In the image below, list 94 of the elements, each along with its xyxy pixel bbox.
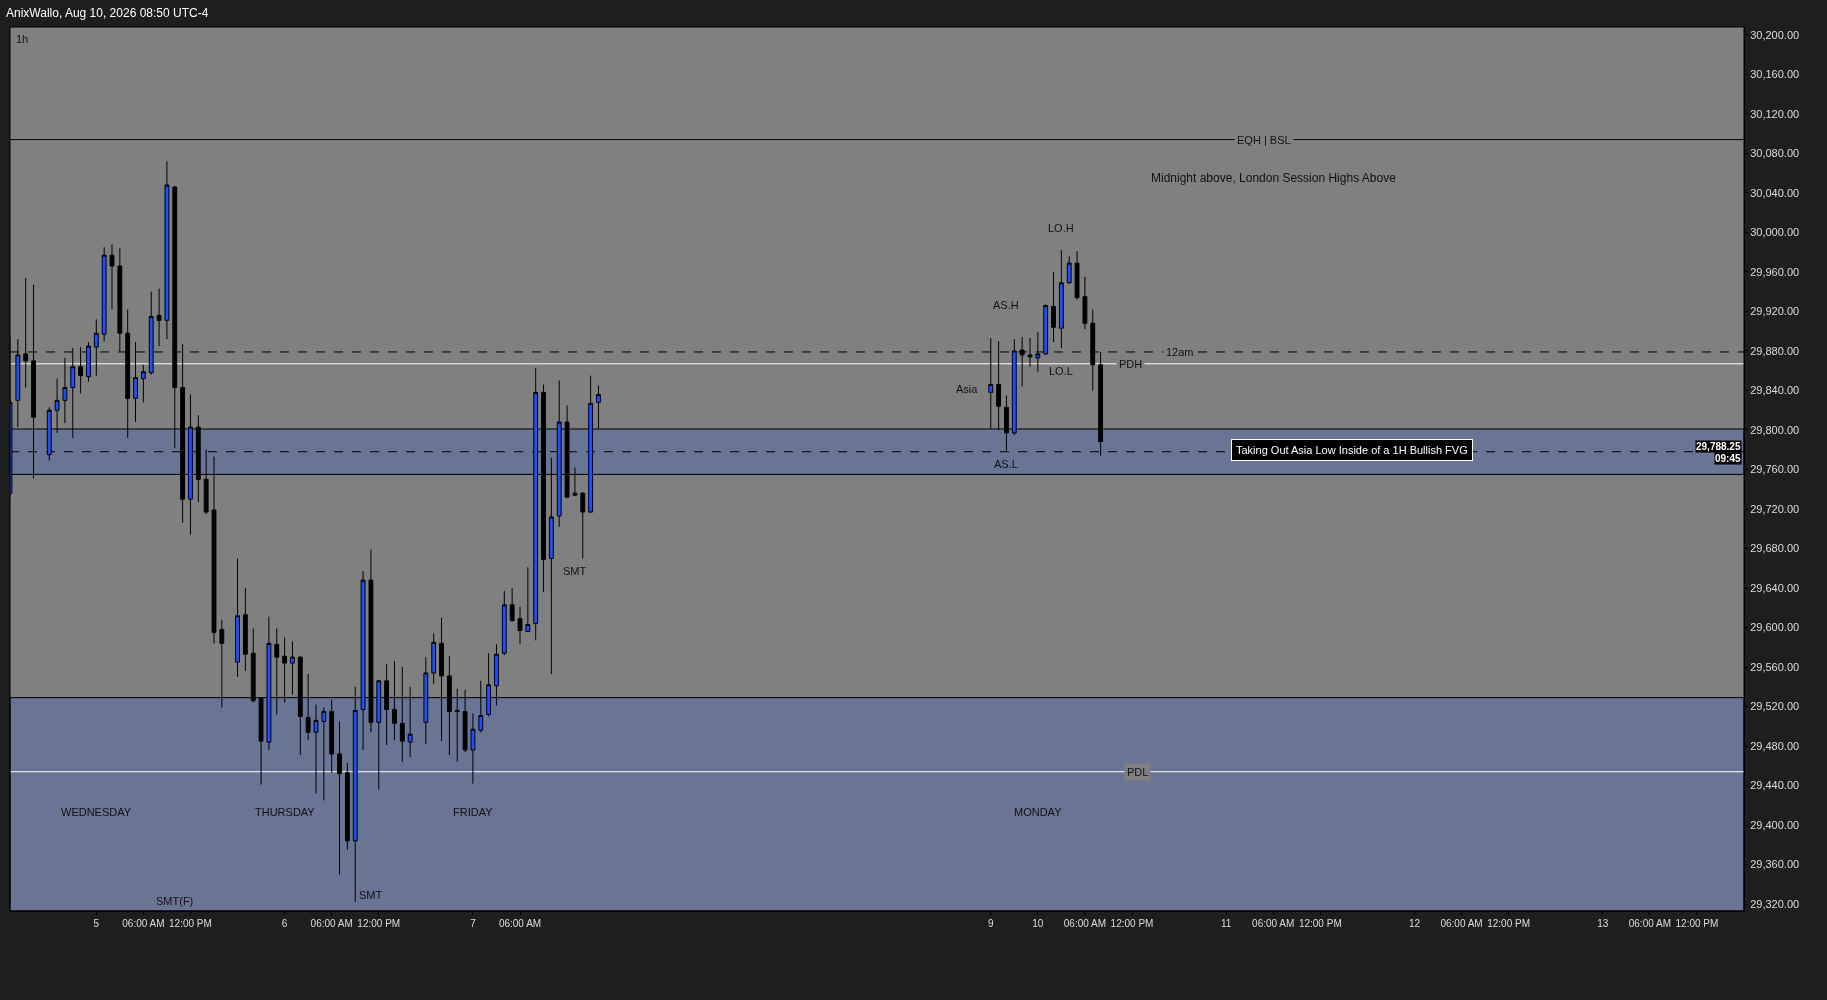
x-tick-label: 12:00 PM xyxy=(169,918,212,929)
y-tick-label: 30,120.00 xyxy=(1750,107,1800,120)
candlestick xyxy=(1082,276,1088,330)
annotation: MONDAY xyxy=(1014,806,1063,818)
x-tick-label: 12 xyxy=(1408,918,1421,929)
y-tick-label: 29,680.00 xyxy=(1750,542,1800,555)
candlestick xyxy=(62,357,68,424)
x-tick-label: 06:00 AM xyxy=(310,918,353,929)
x-tick-label: 12:00 PM xyxy=(1487,918,1531,929)
candlestick xyxy=(164,160,170,340)
y-tick-label: 30,080.00 xyxy=(1750,147,1800,160)
annotation: SMT(F) xyxy=(156,895,194,907)
x-tick-label: 12:00 PM xyxy=(357,918,401,929)
candlestick xyxy=(1066,255,1072,285)
annotation: SMT xyxy=(563,565,587,577)
candlestick xyxy=(337,720,342,875)
annotation: FRIDAY xyxy=(453,806,494,818)
x-tick-label: 7 xyxy=(470,918,477,929)
y-tick-label: 29,480.00 xyxy=(1750,739,1800,752)
candlestick xyxy=(242,587,248,672)
x-tick-label: 11 xyxy=(1220,918,1232,929)
y-tick-label: 29,360.00 xyxy=(1750,858,1800,871)
x-tick-label: 12:00 PM xyxy=(1675,918,1719,929)
y-tick-label: 29,920.00 xyxy=(1750,305,1800,318)
x-tick-label: 9 xyxy=(987,918,994,929)
annotation: WEDNESDAY xyxy=(61,806,132,818)
candlestick xyxy=(525,566,531,632)
candlestick xyxy=(1051,271,1056,343)
candlestick xyxy=(470,712,476,785)
y-tick-label: 29,560.00 xyxy=(1750,660,1800,673)
y-tick-label: 29,720.00 xyxy=(1750,502,1800,515)
ref-line-label: PDH xyxy=(1119,358,1143,370)
annotation: THURSDAY xyxy=(255,806,316,818)
candlestick xyxy=(101,246,107,342)
annotation: LO.H xyxy=(1048,222,1074,234)
candlestick xyxy=(501,590,507,656)
text: 1h xyxy=(16,33,29,45)
x-tick-label: 06:00 AM xyxy=(498,918,542,929)
candlestick xyxy=(93,318,99,377)
y-tick-label: 29,880.00 xyxy=(1750,344,1800,357)
candlestick xyxy=(580,491,586,559)
annotation: Midnight above, London Session Highs Above xyxy=(1151,171,1397,185)
candlestick xyxy=(1027,337,1033,368)
candlestick xyxy=(431,632,437,685)
candlestick xyxy=(1074,250,1080,301)
x-tick-label: 12:00 PM xyxy=(1298,918,1342,929)
y-tick-label: 29,600.00 xyxy=(1750,621,1800,634)
candlestick xyxy=(517,606,523,645)
x-tick-label: 06:00 AM xyxy=(1440,918,1483,929)
annotation: AS.H xyxy=(993,299,1019,311)
x-tick-label: 06:00 AM xyxy=(1252,918,1295,929)
ref-line-label: EQH | BSL xyxy=(1237,134,1291,146)
x-tick-label: 06:00 AM xyxy=(122,918,165,929)
y-tick-label: 30,040.00 xyxy=(1750,186,1800,199)
annotation: Taking Out Asia Low Inside of a 1H Bullish FVG xyxy=(1236,444,1468,456)
x-tick-label: 12:00 PM xyxy=(1110,918,1154,929)
x-tick-label: 13 xyxy=(1597,918,1609,929)
annotation: 29,788.25 xyxy=(1696,441,1741,452)
y-tick-label: 29,320.00 xyxy=(1750,897,1800,910)
y-tick-label: 29,760.00 xyxy=(1750,463,1800,476)
ref-line-label: PDL xyxy=(1127,766,1149,778)
x-tick-label: 06:00 AM xyxy=(1628,918,1671,929)
ref-line-label: 12am xyxy=(1166,346,1194,358)
y-tick-label: 29,440.00 xyxy=(1750,779,1800,792)
candlestick xyxy=(235,557,240,678)
y-tick-label: 30,160.00 xyxy=(1750,68,1800,81)
candlestick xyxy=(290,640,295,696)
annotation: AS.L xyxy=(994,458,1018,470)
candlestick xyxy=(109,243,115,310)
candlestick xyxy=(140,364,146,403)
y-tick-label: 29,400.00 xyxy=(1750,818,1800,831)
x-tick-label: 10 xyxy=(1032,918,1044,929)
annotation: 09:45 xyxy=(1715,453,1742,464)
y-tick-label: 30,200.00 xyxy=(1750,28,1800,41)
y-tick-label: 29,800.00 xyxy=(1750,423,1800,436)
candlestick xyxy=(1058,249,1064,349)
y-tick-label: 29,640.00 xyxy=(1750,581,1800,594)
candlestick xyxy=(313,704,319,794)
y-tick-label: 29,520.00 xyxy=(1750,700,1800,713)
candlestick xyxy=(321,707,327,801)
candlestick xyxy=(344,762,350,851)
candlestick xyxy=(156,288,162,347)
x-tick-label: 6 xyxy=(281,918,288,929)
x-tick-label: 06:00 AM xyxy=(1063,918,1107,929)
annotation: SMT xyxy=(359,889,383,901)
x-tick-label: 5 xyxy=(93,918,100,929)
y-tick-label: 30,000.00 xyxy=(1750,226,1800,239)
annotation: LO.L xyxy=(1049,365,1073,377)
chart-title: AnixWallo, Aug 10, 2026 08:50 UTC-4 xyxy=(6,6,209,20)
y-tick-label: 29,840.00 xyxy=(1750,384,1800,397)
candlestick xyxy=(23,277,29,389)
candlestick xyxy=(509,587,515,623)
annotation: Asia xyxy=(956,383,979,395)
y-tick-label: 29,960.00 xyxy=(1750,265,1800,278)
